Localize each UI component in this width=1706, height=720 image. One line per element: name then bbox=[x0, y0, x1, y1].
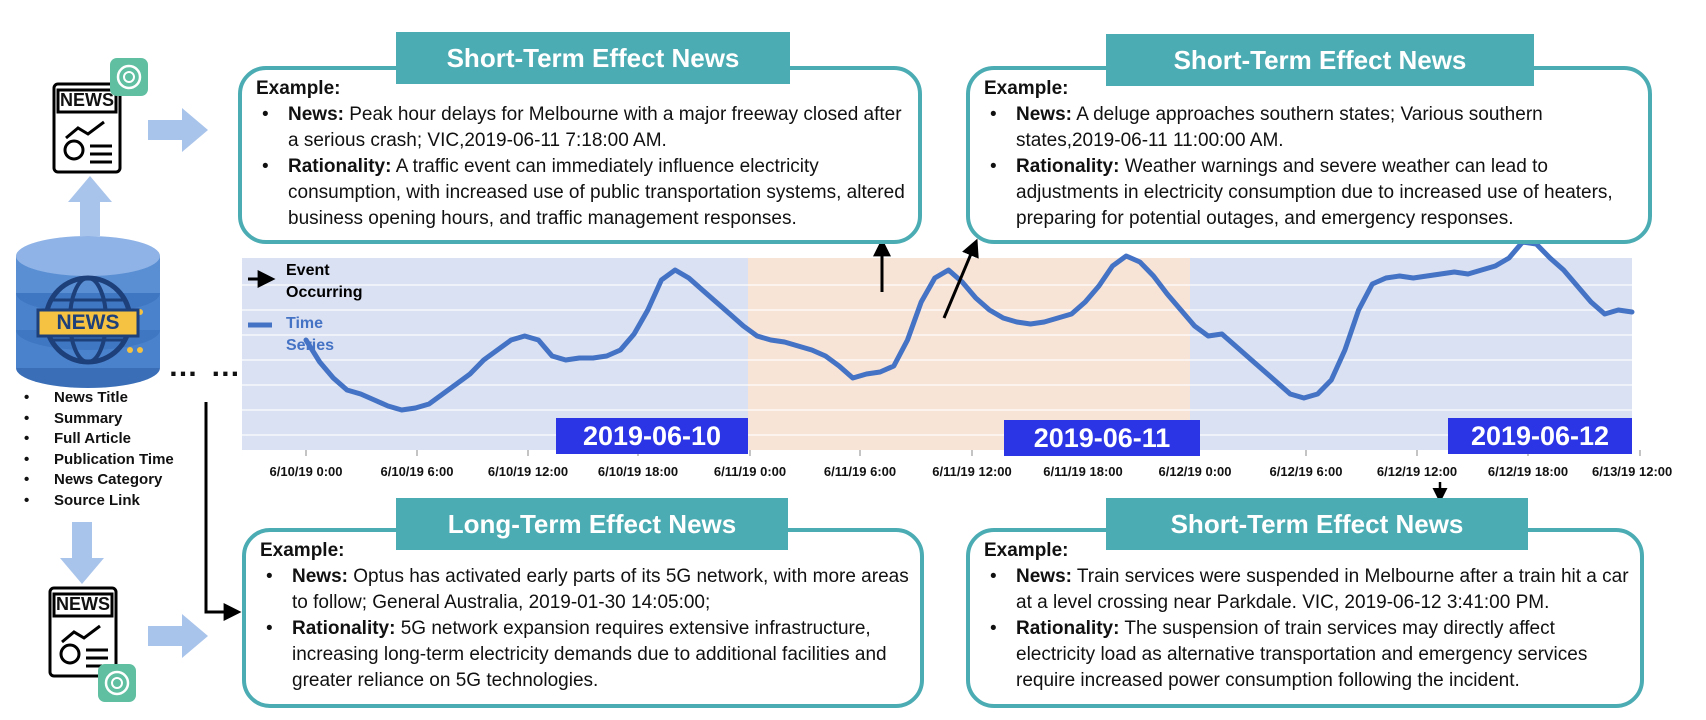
example-label: Example: bbox=[256, 78, 341, 99]
card-top-right: Example: News: A deluge approaches south… bbox=[966, 66, 1652, 244]
x-tick-label: 6/12/19 18:00 bbox=[1487, 464, 1569, 479]
card-body: Example: News: Optus has activated early… bbox=[260, 538, 910, 694]
card-title-bottom-left: Long-Term Effect News bbox=[396, 498, 788, 550]
card-body: Example: News: Peak hour delays for Melb… bbox=[256, 76, 908, 232]
news-field-item: News Category bbox=[22, 470, 174, 491]
news-field-item: News Title bbox=[22, 388, 174, 409]
card-body: Example: News: A deluge approaches south… bbox=[984, 76, 1638, 232]
db-label-box bbox=[36, 308, 140, 338]
legend-event-label: Event Occurring bbox=[286, 262, 363, 301]
news-icon-label-bottom: NEWS bbox=[56, 594, 110, 614]
card-bottom-left: Example: News: Optus has activated early… bbox=[242, 528, 924, 708]
x-tick-label: 6/12/19 6:00 bbox=[1269, 464, 1343, 479]
news-icon-label-top: NEWS bbox=[60, 90, 114, 110]
news-bullet: News: A deluge approaches southern state… bbox=[984, 102, 1638, 154]
date-badge-day2: 2019-06-11 bbox=[1004, 420, 1200, 456]
example-label: Example: bbox=[984, 78, 1069, 99]
x-tick-label: 6/11/19 6:00 bbox=[823, 464, 897, 479]
card-top-left: Example: News: Peak hour delays for Melb… bbox=[238, 66, 922, 244]
light-arrows bbox=[60, 108, 208, 658]
news-bullet: News: Train services were suspended in M… bbox=[984, 564, 1630, 616]
x-tick-label: 6/11/19 12:00 bbox=[932, 464, 1012, 479]
news-document-icon-top bbox=[52, 82, 122, 174]
long-term-arrow bbox=[204, 402, 242, 621]
event-arrow-2 bbox=[942, 238, 979, 319]
x-tick-label: 6/12/19 0:00 bbox=[1158, 464, 1232, 479]
card-title-top-left: Short-Term Effect News bbox=[396, 32, 790, 84]
news-bullet: News: Peak hour delays for Melbourne wit… bbox=[256, 102, 908, 154]
news-field-list: News TitleSummaryFull ArticlePublication… bbox=[22, 388, 174, 511]
rationality-bullet: Rationality: A traffic event can immedia… bbox=[256, 154, 908, 232]
news-document-icon-bottom bbox=[48, 586, 118, 678]
x-axis-ticks bbox=[305, 450, 1641, 456]
chart-gridlines bbox=[242, 284, 1632, 436]
x-tick-label: 6/10/19 6:00 bbox=[380, 464, 454, 479]
example-label: Example: bbox=[984, 540, 1069, 561]
db-label: NEWS bbox=[56, 311, 120, 334]
news-field-item: Summary bbox=[22, 409, 174, 430]
news-field-item: Full Article bbox=[22, 429, 174, 450]
chatgpt-icon-top bbox=[110, 58, 148, 96]
legend-series-label: Time Series bbox=[286, 315, 335, 354]
date-badge-day3: 2019-06-12 bbox=[1448, 418, 1632, 454]
x-tick-label: 6/10/19 18:00 bbox=[597, 464, 679, 479]
card-title-top-right: Short-Term Effect News bbox=[1106, 34, 1534, 86]
x-tick-label: 6/11/19 0:00 bbox=[713, 464, 787, 479]
x-tick-label: 6/10/19 12:00 bbox=[487, 464, 569, 479]
card-title-bottom-right: Short-Term Effect News bbox=[1106, 498, 1528, 550]
x-tick-label: 6/12/19 12:00 bbox=[1376, 464, 1458, 479]
x-tick-label: 6/10/19 0:00 bbox=[269, 464, 343, 479]
example-label: Example: bbox=[260, 540, 345, 561]
news-bullet: News: Optus has activated early parts of… bbox=[260, 564, 910, 616]
rationality-bullet: Rationality: Weather warnings and severe… bbox=[984, 154, 1638, 232]
chatgpt-icon-bottom bbox=[98, 664, 136, 702]
x-tick-label: 6/13/19 12:00 bbox=[1592, 464, 1673, 479]
card-body: Example: News: Train services were suspe… bbox=[984, 538, 1630, 694]
ellipsis: … … bbox=[168, 350, 243, 383]
date-badge-day1: 2019-06-10 bbox=[556, 418, 748, 454]
news-field-item: Source Link bbox=[22, 491, 174, 512]
news-field-item: Publication Time bbox=[22, 450, 174, 471]
x-tick-label: 6/11/19 18:00 bbox=[1043, 464, 1123, 479]
rationality-bullet: Rationality: 5G network expansion requir… bbox=[260, 616, 910, 694]
rationality-bullet: Rationality: The suspension of train ser… bbox=[984, 616, 1630, 694]
card-bottom-right: Example: News: Train services were suspe… bbox=[966, 528, 1644, 708]
time-series-line bbox=[303, 239, 1635, 413]
